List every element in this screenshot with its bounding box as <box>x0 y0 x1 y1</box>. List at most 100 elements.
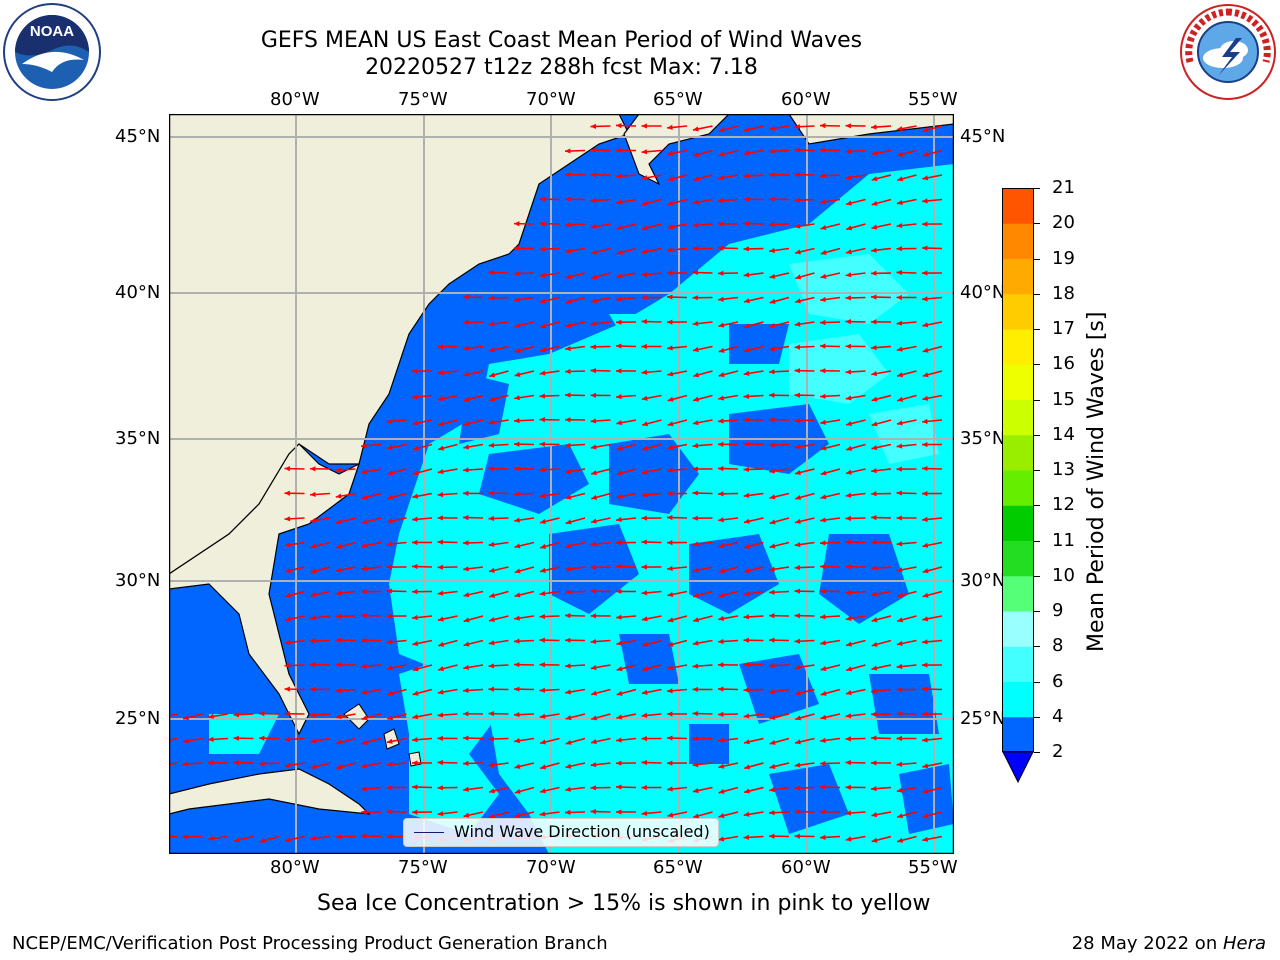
lat-label-right-35n: 35°N <box>960 428 1006 449</box>
wave-direction-arrowhead <box>539 393 546 399</box>
colorbar-tick-mark <box>1034 470 1040 471</box>
wave-direction-arrowhead <box>310 517 317 524</box>
wave-direction-arrowhead <box>769 589 775 595</box>
wave-direction-arrowhead <box>565 248 572 254</box>
wave-direction-arrowhead <box>820 564 826 570</box>
wave-direction-arrowhead <box>769 172 775 178</box>
wave-direction-arrowhead <box>616 394 622 400</box>
wave-direction-arrowhead <box>488 711 494 717</box>
wave-direction-arrowhead <box>641 318 647 325</box>
lat-label-right-25n: 25°N <box>960 708 1006 729</box>
wave-direction-arrowhead <box>718 788 725 794</box>
wave-direction-arrowhead <box>667 490 673 497</box>
wave-direction-arrowhead <box>259 735 265 741</box>
wave-direction-arrowhead <box>897 372 904 378</box>
colorbar-tick-mark <box>1034 505 1040 507</box>
wave-direction-arrowhead <box>896 320 903 326</box>
wave-direction-arrowhead <box>590 762 597 768</box>
wave-direction-arrowhead <box>896 541 903 547</box>
wave-direction-arrowhead <box>616 420 623 426</box>
wave-direction-arrowhead <box>514 221 520 227</box>
wave-direction-arrowhead <box>310 638 316 644</box>
wave-direction-arrowhead <box>871 565 877 571</box>
wave-direction-arrowhead <box>565 222 571 228</box>
wave-direction-arrowhead <box>437 539 443 545</box>
wave-direction-arrowhead <box>616 760 622 766</box>
wave-direction-arrowhead <box>871 396 878 402</box>
wave-direction-arrowhead <box>438 445 445 451</box>
wave-direction-arrowhead <box>488 442 495 448</box>
lon-label-bottom-75w: 75°W <box>398 857 448 878</box>
wave-direction-arrowhead <box>616 296 622 302</box>
wave-direction-arrowhead <box>565 613 571 619</box>
wave-direction-arrowhead <box>794 664 801 670</box>
wave-period-map <box>169 114 954 854</box>
wave-direction-arrowhead <box>667 617 674 623</box>
wave-direction-arrowhead <box>361 809 367 815</box>
lat-label-right-40n: 40°N <box>960 282 1006 303</box>
wave-direction-arrowhead <box>641 616 648 622</box>
wave-direction-arrowhead <box>922 465 928 472</box>
wave-direction-arrowhead <box>845 759 851 766</box>
wave-direction-arrowhead <box>590 518 597 524</box>
wave-direction-arrowhead <box>871 665 878 671</box>
wave-direction-arrowhead <box>616 540 622 546</box>
wave-direction-arrowhead <box>794 613 800 619</box>
wave-direction-arrowhead <box>565 148 571 154</box>
colorbar-tick-mark <box>1034 364 1040 366</box>
wave-direction-arrowhead <box>667 176 674 182</box>
wave-direction-arrowhead <box>539 687 546 693</box>
wave-direction-arrowhead <box>871 224 878 230</box>
wave-direction-arrowhead <box>412 760 418 766</box>
wave-direction-arrowhead <box>692 663 699 669</box>
wave-direction-arrowhead <box>692 295 698 301</box>
wave-direction-arrowhead <box>718 662 724 668</box>
wave-direction-arrowhead <box>922 568 929 574</box>
wave-direction-arrowhead <box>641 564 647 570</box>
wave-direction-arrowhead <box>794 172 800 178</box>
wave-direction-arrowhead <box>692 443 699 449</box>
wave-direction-arrowhead <box>616 666 623 672</box>
wave-direction-arrowhead <box>693 176 700 182</box>
wave-direction-arrowhead <box>616 273 623 279</box>
wave-direction-arrowhead <box>795 298 801 304</box>
wave-direction-arrowhead <box>590 344 596 350</box>
wave-direction-arrowhead <box>769 613 775 619</box>
wave-direction-arrowhead <box>590 321 597 327</box>
wave-direction-arrowhead <box>896 199 903 206</box>
wave-direction-arrowhead <box>565 739 572 745</box>
wave-direction-arrowhead <box>896 687 902 693</box>
wave-direction-arrowhead <box>896 735 902 742</box>
wave-direction-arrowhead <box>820 393 826 399</box>
wave-direction-arrowhead <box>616 470 623 476</box>
wave-direction-arrowhead <box>871 421 878 427</box>
wave-direction-arrow <box>169 835 178 838</box>
wave-direction-arrow <box>169 762 178 766</box>
wave-direction-arrowhead <box>641 395 648 401</box>
wave-direction-arrowhead <box>361 612 367 619</box>
wave-direction-arrowhead <box>871 617 878 623</box>
wave-direction-arrowhead <box>743 417 749 423</box>
lon-label-top-60w: 60°W <box>781 89 831 110</box>
wave-direction-arrowhead <box>284 762 291 768</box>
wave-direction-arrowhead <box>718 638 724 645</box>
wave-direction-arrowhead <box>922 198 928 204</box>
wave-direction-arrowhead <box>693 151 700 157</box>
wave-direction-arrowhead <box>642 445 649 451</box>
wave-direction-arrowhead <box>514 517 520 523</box>
wave-direction-arrowhead <box>820 540 826 546</box>
colorbar-tick-label: 10 <box>1052 564 1075 586</box>
wave-direction-arrowhead <box>845 539 851 545</box>
wave-direction-arrowhead <box>565 715 572 721</box>
wave-direction-arrowhead <box>744 739 750 745</box>
wave-direction-arrowhead <box>386 808 392 815</box>
wave-direction-arrowhead <box>845 690 852 696</box>
wave-direction-arrowhead <box>769 494 776 500</box>
wave-direction-arrowhead <box>667 371 674 377</box>
wave-direction-arrowhead <box>820 147 826 153</box>
wave-direction-arrowhead <box>718 441 724 447</box>
wave-direction-arrowhead <box>871 837 878 843</box>
wave-direction-arrowhead <box>896 663 903 670</box>
wave-direction-arrowhead <box>845 249 852 255</box>
wave-direction-arrowhead <box>718 245 724 251</box>
